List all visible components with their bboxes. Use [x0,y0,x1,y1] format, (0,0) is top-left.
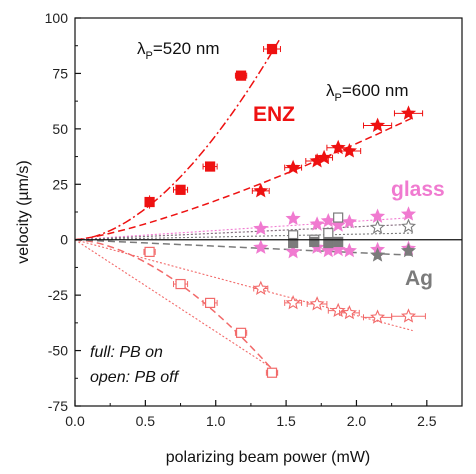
fit-line [74,39,280,241]
data-point-square [309,236,320,248]
fit-line [74,232,413,241]
label-lambda-600: λP=600 nm [326,81,408,104]
data-point-star [253,239,269,254]
data-points [143,43,426,378]
data-point-star [370,247,386,262]
lambda-520-symbol: λ [137,39,146,58]
note-full: full: PB on [90,344,163,361]
data-point-square [323,227,334,239]
fit-line [74,238,413,256]
fit-line [74,216,413,241]
data-point-square [204,161,216,172]
y-tick-label: -50 [48,343,68,359]
lambda-600-sub: P [335,92,342,104]
data-point-square [144,246,155,258]
data-point-star [253,182,269,198]
data-point-square [204,297,216,309]
data-point-star [400,242,417,258]
data-point-star [341,242,357,258]
data-point-star [400,308,417,323]
lambda-520-rest: =520 nm [153,39,220,58]
data-point-square [266,367,278,378]
data-point-star [370,117,386,132]
data-point-square [235,70,247,81]
y-tick-label: -25 [48,287,68,303]
x-axis-title: polarizing beam power (mW) [166,449,371,466]
fit-lines [74,39,414,378]
data-point-star [400,206,417,221]
data-point-square [175,278,186,290]
data-point-square [235,327,247,338]
y-tick-label: 75 [52,65,68,81]
y-tick-label: 0 [60,232,68,248]
data-point-star [309,216,325,231]
fit-line [74,223,413,241]
label-lambda-520: λP=520 nm [137,39,219,62]
data-point-star [285,243,301,259]
data-point-star [370,208,386,223]
y-tick-label: -75 [48,398,68,414]
data-point-star [400,218,417,233]
data-point-star [400,105,417,120]
label-ag: Ag [405,267,433,290]
axis-ticks: 0.0 0.5 1.0 1.5 2.0 2.5 -75 -50 -25 0 25 50 75 100 [45,10,437,429]
data-point-star [341,143,357,158]
note-open: open: PB off [90,369,180,386]
data-point-star [285,159,301,175]
fit-line [74,117,414,241]
x-tick-label: 1.5 [276,413,296,429]
lambda-600-rest: =600 nm [342,81,409,100]
data-point-star [285,294,301,310]
data-point-square [288,237,299,249]
data-point-star [370,309,386,324]
y-tick-label: 25 [52,176,68,192]
x-tick-label: 0.5 [136,413,156,429]
lambda-520-sub: P [146,50,153,62]
y-axis-title: velocity (µm/s) [15,160,32,263]
fit-line [74,239,280,374]
data-point-square [266,43,278,55]
label-enz: ENZ [253,103,295,126]
data-point-star [370,219,386,234]
label-glass: glass [391,178,445,201]
data-point-star [316,149,332,165]
lambda-600-symbol: λ [326,81,335,100]
data-point-square [175,184,186,195]
x-tick-label: 0.0 [65,413,85,429]
data-point-star [341,304,357,320]
data-point-star [253,280,269,295]
data-point-square [333,212,344,223]
data-point-star [309,296,325,311]
data-point-square [144,196,155,208]
data-point-star [330,217,346,232]
x-tick-label: 2.5 [417,413,437,429]
x-tick-label: 1.0 [206,413,226,429]
data-point-square [333,236,344,248]
x-tick-label: 2.0 [347,413,367,429]
data-point-star [253,220,269,236]
data-point-star [285,210,301,226]
y-tick-label: 100 [45,10,69,26]
data-point-star [341,214,357,229]
data-point-star [330,241,346,257]
data-point-square [323,237,334,249]
y-tick-label: 50 [52,121,68,137]
